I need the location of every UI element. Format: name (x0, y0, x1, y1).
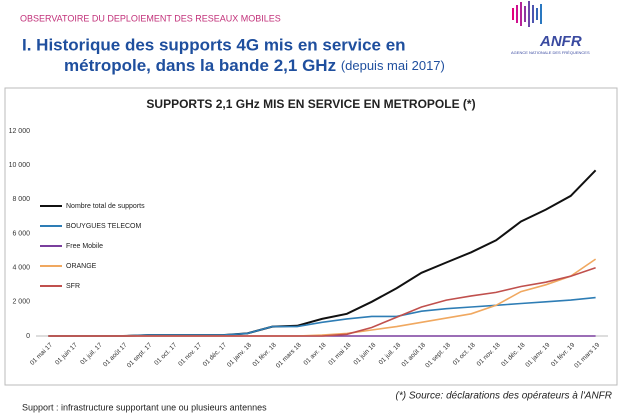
y-tick-label: 0 (26, 333, 30, 340)
y-tick-label: 8 000 (12, 196, 30, 203)
y-tick-label: 4 000 (12, 265, 30, 272)
logo-subtext: AGENCE NATIONALE DES FRÉQUENCES (511, 50, 590, 55)
title-note: (depuis mai 2017) (341, 58, 445, 73)
legend-label: Nombre total de supports (66, 203, 145, 210)
legend-label: BOUYGUES TELECOM (66, 223, 142, 230)
y-tick-label: 12 000 (9, 128, 31, 135)
legend-label: Free Mobile (66, 243, 103, 250)
chart-frame (4, 87, 618, 386)
y-tick-label: 6 000 (12, 230, 30, 237)
footnote: Support : infrastructure supportant une … (22, 402, 267, 412)
legend-label: SFR (66, 283, 80, 290)
y-tick-label: 2 000 (12, 299, 30, 306)
observatory-label: OBSERVATOIRE DU DEPLOIEMENT DES RESEAUX … (20, 13, 281, 23)
chart-title: SUPPORTS 2,1 GHz MIS EN SERVICE EN METRO… (146, 97, 475, 111)
page-title: I. Historique des supports 4G mis en ser… (22, 35, 406, 54)
page-title: métropole, dans la bande 2,1 GHz (depuis… (64, 56, 445, 75)
series-line (48, 266, 596, 337)
title-line: métropole, dans la bande 2,1 GHz (64, 56, 336, 75)
source: (*) Source: déclarations des opérateurs … (396, 391, 612, 402)
logo: ANFR AGENCE NATIONALE DES FRÉQUENCES (511, 1, 590, 55)
y-tick-label: 10 000 (9, 162, 31, 169)
legend-label: ORANGE (66, 263, 97, 270)
logo-text: ANFR (539, 33, 582, 50)
